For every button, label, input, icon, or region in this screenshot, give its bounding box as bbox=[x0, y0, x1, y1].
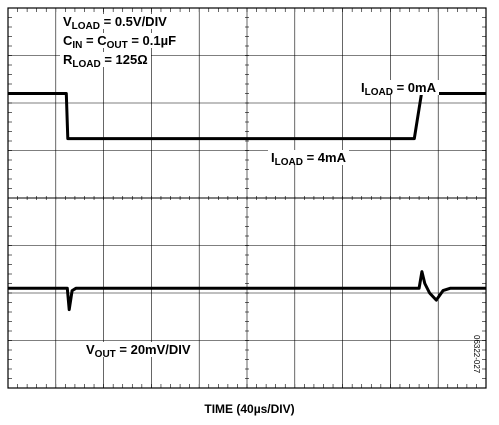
trace-v-out bbox=[8, 270, 486, 312]
figure-code: 06322-027 bbox=[472, 335, 481, 374]
label-cin-cout: CIN = COUT = 0.1µF bbox=[60, 33, 180, 51]
label-iload-0ma: ILOAD = 0mA bbox=[358, 80, 439, 98]
grid bbox=[7, 7, 487, 389]
label-vload: VLOAD = 0.5V/DIV bbox=[60, 14, 170, 32]
label-rload: RLOAD = 125Ω bbox=[60, 52, 151, 70]
x-axis-label: TIME (40µs/DIV) bbox=[204, 402, 295, 416]
label-iload-4ma: ILOAD = 4mA bbox=[268, 150, 349, 168]
label-vout: VOUT = 20mV/DIV bbox=[83, 342, 194, 360]
